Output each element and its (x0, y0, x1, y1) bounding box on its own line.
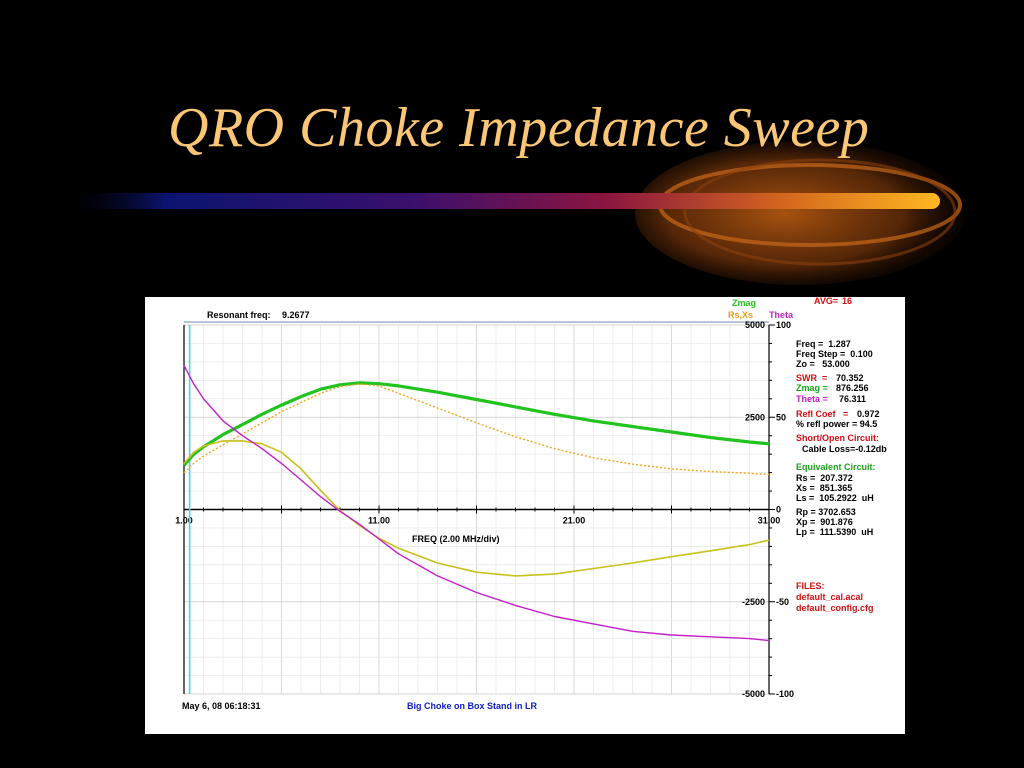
swr-label: SWR = (796, 373, 828, 383)
timestamp: May 6, 08 06:18:31 (182, 701, 261, 711)
refl-coef-label: Refl Coef = (796, 409, 849, 419)
files-heading: FILES: (796, 581, 825, 591)
equiv-circuit-heading: Equivalent Circuit: (796, 462, 876, 472)
y-tick-label-left: 2500 (745, 412, 765, 422)
avg-label: AVG= (814, 297, 838, 306)
legend-theta: Theta (769, 310, 794, 320)
avg-value: 16 (842, 297, 852, 306)
rp-readout: Rp = 3702.653 (796, 507, 856, 517)
y-tick-label-left: -5000 (742, 689, 765, 699)
theta-label: Theta = (796, 394, 828, 404)
y-tick-label-right: 50 (776, 412, 786, 422)
slide-title: QRO Choke Impedance Sweep (168, 97, 870, 159)
cable-loss-readout: Cable Loss=-0.12db (802, 444, 887, 454)
x-tick-label: 31.00 (758, 516, 781, 526)
x-tick-label: 1.00 (175, 516, 193, 526)
lp-readout: Lp = 111.5390 uH (796, 527, 874, 537)
swr-value: 70.352 (836, 373, 864, 383)
caption: Big Choke on Box Stand in LR (407, 701, 537, 711)
series-line-theta (183, 365, 770, 642)
legend-zmag: Zmag (732, 298, 756, 308)
resonant-freq-label: Resonant freq: (207, 310, 271, 320)
y-tick-label-right: 0 (776, 505, 781, 515)
legend-rs-xs: Rs,Xs (728, 310, 753, 320)
resonant-freq-value: 9.2677 (282, 310, 310, 320)
series-layer (182, 365, 770, 642)
short-open-heading: Short/Open Circuit: (796, 433, 879, 443)
zmag-label: Zmag = (796, 383, 828, 393)
y-tick-label-right: 100 (776, 320, 791, 330)
freq-readout: Freq = 1.287 (796, 339, 851, 349)
y-tick-label-left: 5000 (745, 320, 765, 330)
gradient-streak (60, 193, 940, 209)
theta-value: 76.311 (839, 394, 867, 404)
zo-readout: Zo = 53.000 (796, 359, 850, 369)
cal-file: default_cal.acal (796, 592, 864, 602)
series-line-rs (183, 383, 770, 476)
rs-readout: Rs = 207.372 (796, 473, 853, 483)
xp-readout: Xp = 901.876 (796, 517, 853, 527)
x-axis-title: FREQ (2.00 MHz/div) (412, 534, 500, 544)
refl-power-readout: % refl power = 94.5 (796, 419, 878, 429)
zmag-value: 876.256 (836, 383, 869, 393)
config-file: default_config.cfg (796, 603, 874, 613)
y-tick-label-right: -100 (776, 689, 794, 699)
x-tick-label: 21.00 (563, 516, 586, 526)
x-tick-label: 11.00 (368, 516, 390, 526)
axes: 1.00 11.00 21.00 31.00 5000 2500 -2500 -5000 100… (175, 320, 794, 699)
impedance-chart: 1.00 11.00 21.00 31.00 5000 2500 -2500 -5000 100… (175, 297, 852, 711)
y-tick-label-left: -2500 (742, 597, 765, 607)
series-line-zmag (182, 381, 770, 467)
y-tick-label-right: -50 (776, 597, 789, 607)
xs-readout: Xs = 851.365 (796, 483, 853, 493)
freq-step-readout: Freq Step = 0.100 (796, 349, 873, 359)
ls-readout: Ls = 105.2922 uH (796, 493, 874, 503)
refl-coef-value: 0.972 (857, 409, 880, 419)
impedance-plot-panel: 1.00 11.00 21.00 31.00 5000 2500 -2500 -5000 100… (145, 297, 905, 734)
